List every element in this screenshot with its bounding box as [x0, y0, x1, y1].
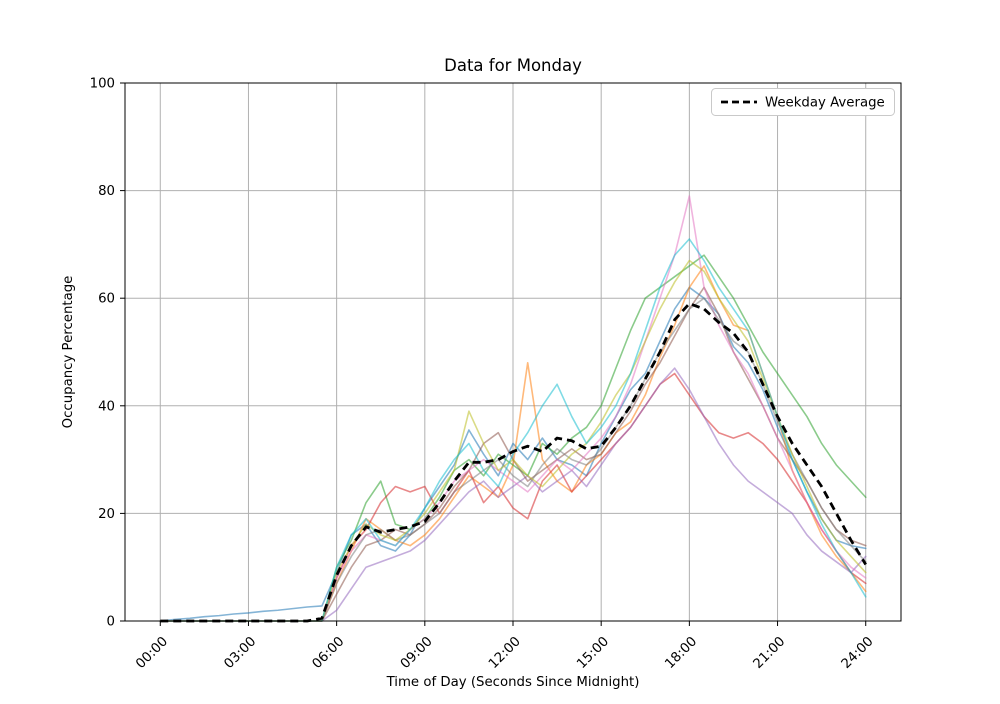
y-tick-label: 40 [98, 399, 115, 414]
x-tick-label: 00:00 [133, 634, 171, 672]
y-tick-label: 20 [98, 507, 115, 522]
grid-layer [125, 82, 901, 622]
x-tick-label: 03:00 [222, 634, 260, 672]
x-tick-label: 24:00 [839, 634, 877, 672]
x-tick-label: 06:00 [310, 634, 348, 672]
y-tick-label: 60 [98, 292, 115, 307]
legend: Weekday Average [711, 88, 895, 116]
legend-box [711, 88, 895, 116]
x-tick-label: 15:00 [574, 634, 612, 672]
y-axis-label: Occupancy Percentage [61, 276, 76, 429]
y-tick-label: 100 [90, 77, 115, 92]
y-tick-label: 0 [107, 615, 115, 630]
y-tick-label: 80 [98, 184, 115, 199]
x-tick-label: 12:00 [486, 634, 524, 672]
x-tick-label: 21:00 [751, 634, 789, 672]
chart-title: Data for Monday [444, 56, 582, 75]
x-tick-label: 18:00 [662, 634, 700, 672]
series-line-C0-blue [159, 286, 867, 622]
x-axis-label: Time of Day (Seconds Since Midnight) [386, 675, 640, 690]
legend-label: Weekday Average [765, 96, 885, 111]
x-tick-label: 09:00 [398, 634, 436, 672]
